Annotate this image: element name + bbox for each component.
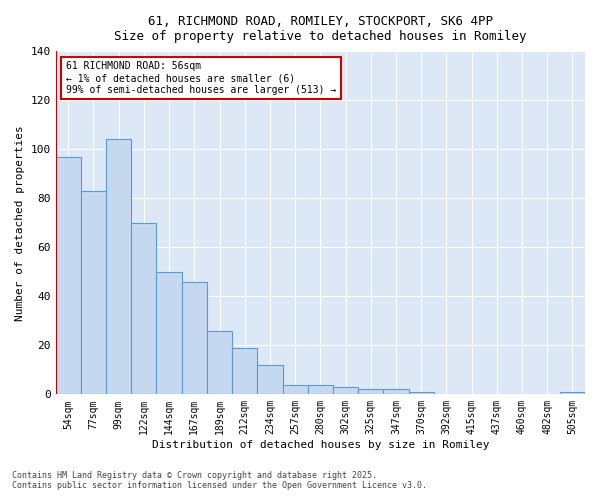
Bar	[409, 392, 434, 394]
Bar	[56, 156, 81, 394]
Bar	[182, 282, 207, 395]
Bar	[333, 387, 358, 394]
Text: 61 RICHMOND ROAD: 56sqm
← 1% of detached houses are smaller (6)
99% of semi-deta: 61 RICHMOND ROAD: 56sqm ← 1% of detached…	[66, 62, 337, 94]
Bar	[106, 140, 131, 394]
Bar	[157, 272, 182, 394]
Bar	[383, 390, 409, 394]
X-axis label: Distribution of detached houses by size in Romiley: Distribution of detached houses by size …	[152, 440, 489, 450]
Bar	[207, 330, 232, 394]
Bar	[358, 390, 383, 394]
Bar	[283, 384, 308, 394]
Bar	[560, 392, 585, 394]
Bar	[257, 365, 283, 394]
Bar	[232, 348, 257, 395]
Bar	[81, 191, 106, 394]
Title: 61, RICHMOND ROAD, ROMILEY, STOCKPORT, SK6 4PP
Size of property relative to deta: 61, RICHMOND ROAD, ROMILEY, STOCKPORT, S…	[114, 15, 527, 43]
Y-axis label: Number of detached properties: Number of detached properties	[15, 125, 25, 320]
Bar	[131, 222, 157, 394]
Text: Contains HM Land Registry data © Crown copyright and database right 2025.
Contai: Contains HM Land Registry data © Crown c…	[12, 470, 427, 490]
Bar	[308, 384, 333, 394]
